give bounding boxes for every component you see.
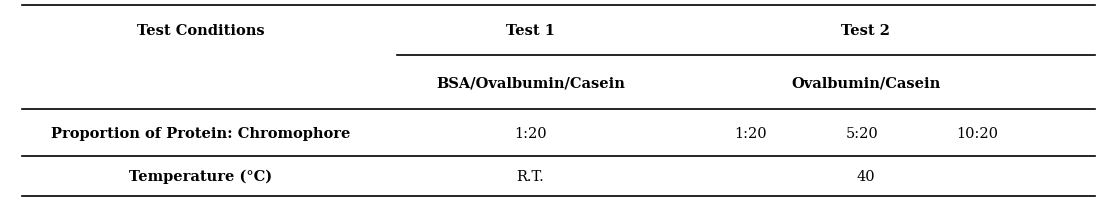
Text: R.T.: R.T. <box>517 169 544 183</box>
Text: Test 2: Test 2 <box>841 24 890 38</box>
Text: 10:20: 10:20 <box>956 126 999 140</box>
Text: 1:20: 1:20 <box>514 126 547 140</box>
Text: Temperature (°C): Temperature (°C) <box>130 169 273 183</box>
Text: Ovalbumin/Casein: Ovalbumin/Casein <box>791 76 941 90</box>
Text: Test Conditions: Test Conditions <box>137 24 265 38</box>
Text: 40: 40 <box>857 169 875 183</box>
Text: Test 1: Test 1 <box>506 24 555 38</box>
Text: 5:20: 5:20 <box>846 126 879 140</box>
Text: Proportion of Protein: Chromophore: Proportion of Protein: Chromophore <box>51 126 351 140</box>
Text: BSA/Ovalbumin/Casein: BSA/Ovalbumin/Casein <box>436 76 626 90</box>
Text: 1:20: 1:20 <box>734 126 767 140</box>
